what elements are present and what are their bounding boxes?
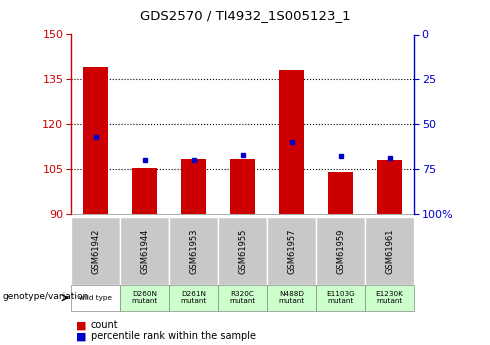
Bar xyxy=(279,70,304,214)
Text: genotype/variation: genotype/variation xyxy=(2,292,89,301)
Text: D260N
mutant: D260N mutant xyxy=(131,291,158,304)
FancyBboxPatch shape xyxy=(316,217,365,285)
Text: GSM61961: GSM61961 xyxy=(385,228,394,274)
Text: ■: ■ xyxy=(76,332,86,341)
Text: GSM61955: GSM61955 xyxy=(238,228,247,274)
Text: GSM61942: GSM61942 xyxy=(91,228,100,274)
FancyBboxPatch shape xyxy=(365,285,414,310)
FancyBboxPatch shape xyxy=(120,217,169,285)
FancyBboxPatch shape xyxy=(218,285,267,310)
Text: GSM61957: GSM61957 xyxy=(287,228,296,274)
Text: R320C
mutant: R320C mutant xyxy=(229,291,256,304)
Text: GSM61959: GSM61959 xyxy=(336,228,345,274)
FancyBboxPatch shape xyxy=(267,217,316,285)
Text: GDS2570 / TI4932_1S005123_1: GDS2570 / TI4932_1S005123_1 xyxy=(140,9,350,22)
Text: count: count xyxy=(91,321,118,330)
Text: D261N
mutant: D261N mutant xyxy=(180,291,207,304)
Text: percentile rank within the sample: percentile rank within the sample xyxy=(91,332,256,341)
Bar xyxy=(230,159,255,214)
FancyBboxPatch shape xyxy=(169,285,218,310)
Text: wild type: wild type xyxy=(79,295,112,300)
FancyBboxPatch shape xyxy=(316,285,365,310)
FancyBboxPatch shape xyxy=(71,217,120,285)
Text: E1103G
mutant: E1103G mutant xyxy=(326,291,355,304)
Text: ■: ■ xyxy=(76,321,86,330)
Bar xyxy=(132,168,157,214)
Bar xyxy=(83,67,108,214)
Text: GSM61944: GSM61944 xyxy=(140,228,149,274)
Bar xyxy=(377,160,402,214)
FancyBboxPatch shape xyxy=(267,285,316,310)
Text: E1230K
mutant: E1230K mutant xyxy=(376,291,403,304)
Bar xyxy=(328,172,353,214)
FancyBboxPatch shape xyxy=(71,285,120,310)
FancyBboxPatch shape xyxy=(218,217,267,285)
FancyBboxPatch shape xyxy=(169,217,218,285)
Bar xyxy=(181,159,206,214)
FancyBboxPatch shape xyxy=(120,285,169,310)
FancyBboxPatch shape xyxy=(365,217,414,285)
Text: N488D
mutant: N488D mutant xyxy=(278,291,305,304)
Text: GSM61953: GSM61953 xyxy=(189,228,198,274)
